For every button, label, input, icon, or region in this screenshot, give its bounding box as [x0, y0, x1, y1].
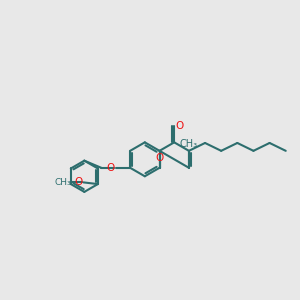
- Text: CH₃: CH₃: [180, 139, 198, 149]
- Text: CH₃: CH₃: [54, 178, 71, 187]
- Text: O: O: [156, 153, 164, 163]
- Text: O: O: [106, 163, 115, 173]
- Text: O: O: [175, 121, 184, 131]
- Text: O: O: [74, 177, 83, 188]
